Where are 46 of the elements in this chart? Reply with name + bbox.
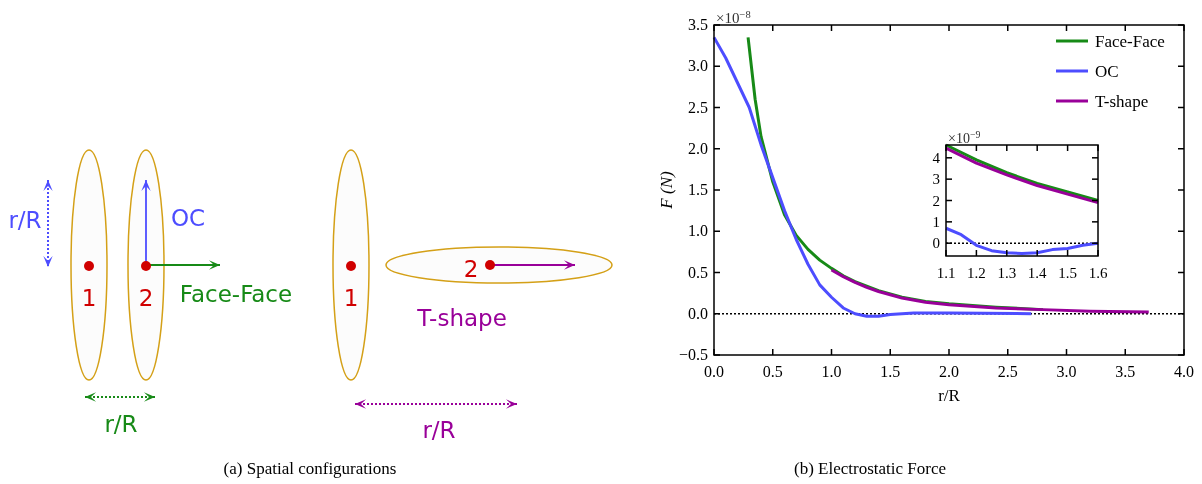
x-tick-label: 4.0	[1174, 363, 1194, 380]
text: 2	[463, 256, 479, 282]
legend-label: OC	[1095, 62, 1119, 81]
x-tick-label: 0.5	[762, 363, 783, 380]
legend-label: T-shape	[1095, 92, 1149, 111]
x-tick-label: 2.5	[997, 363, 1018, 380]
x-tick-label: 1.2	[967, 265, 986, 281]
y-tick-label: 1.0	[688, 222, 708, 240]
text: 1	[81, 285, 97, 311]
y-tick-label: 2.0	[688, 139, 708, 157]
text: 2	[138, 285, 154, 311]
text: (b) Electrostatic Force	[794, 459, 946, 478]
x-axis-title: r/R	[938, 386, 961, 405]
y-tick-label: 0	[932, 235, 940, 252]
annotation: ×10$^{−9}$	[948, 128, 981, 146]
x-tick-label: 1.4	[1027, 265, 1048, 281]
legend-label: Face-Face	[1095, 32, 1165, 51]
x-tick-label: 1.5	[1058, 265, 1077, 281]
x-tick-label: 0.0	[704, 363, 724, 380]
y-tick-label: 3.0	[688, 57, 708, 75]
text: 1	[343, 285, 359, 311]
text: r/R	[104, 411, 138, 437]
y-tick-label: 2.5	[688, 98, 708, 116]
y-tick-label: 1	[932, 213, 940, 230]
y-tick-label: 1.5	[688, 181, 708, 198]
x-tick-label: 1.6	[1088, 265, 1108, 281]
x-tick-label: 1.1	[936, 265, 956, 281]
y-tick-label: 3.5	[688, 16, 708, 33]
x-tick-label: 3.5	[1115, 363, 1136, 380]
x-tick-label: 1.5	[880, 363, 901, 380]
text: r/R	[422, 417, 456, 443]
y-tick-label: 4	[932, 149, 941, 166]
text: r/R	[8, 207, 42, 233]
text: OC	[170, 205, 206, 231]
x-tick-label: 1.0	[821, 363, 842, 380]
y-tick-label: 3	[932, 171, 940, 188]
y-axis-title: F (N)	[657, 171, 676, 210]
text: Face-Face	[179, 281, 293, 307]
y-tick-label: 0.0	[688, 304, 708, 322]
y-tick-label: −0.5	[678, 346, 708, 363]
text: (a) Spatial configurations	[223, 459, 397, 478]
x-tick-label: 1.3	[997, 265, 1017, 281]
x-tick-label: 3.0	[1056, 363, 1077, 380]
annotation: ×10$^{−8}$	[716, 8, 751, 26]
text: T-shape	[416, 305, 507, 331]
y-tick-label: 2	[932, 192, 940, 209]
